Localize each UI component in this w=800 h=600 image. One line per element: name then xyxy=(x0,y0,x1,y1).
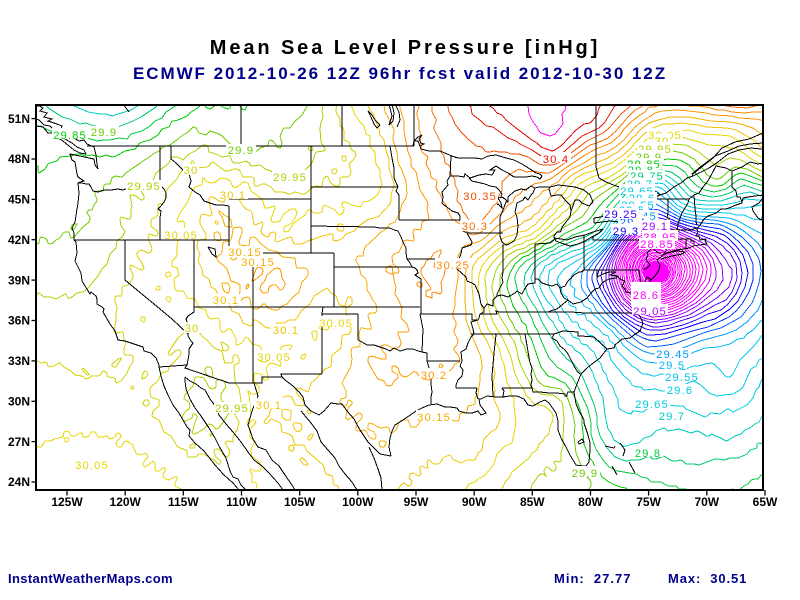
svg-text:36N: 36N xyxy=(8,314,30,328)
svg-text:115W: 115W xyxy=(168,495,199,509)
svg-text:30.15: 30.15 xyxy=(241,257,275,269)
svg-text:30: 30 xyxy=(184,165,199,177)
svg-text:29.9: 29.9 xyxy=(91,127,117,139)
svg-text:85W: 85W xyxy=(520,495,545,509)
svg-text:95W: 95W xyxy=(404,495,429,509)
svg-text:29.85: 29.85 xyxy=(53,130,87,142)
svg-text:29.65: 29.65 xyxy=(635,399,669,411)
svg-text:120W: 120W xyxy=(110,495,142,509)
svg-text:30.05: 30.05 xyxy=(164,230,198,242)
svg-text:30.1: 30.1 xyxy=(256,400,282,412)
svg-text:30.05: 30.05 xyxy=(319,318,353,330)
svg-text:30.25: 30.25 xyxy=(436,260,470,272)
svg-text:110W: 110W xyxy=(226,495,257,509)
svg-text:90W: 90W xyxy=(462,495,487,509)
svg-text:30.4: 30.4 xyxy=(543,154,569,166)
svg-text:51N: 51N xyxy=(8,112,30,126)
svg-text:65W: 65W xyxy=(753,495,778,509)
svg-text:100W: 100W xyxy=(342,495,374,509)
svg-text:30.1: 30.1 xyxy=(273,325,299,337)
svg-text:45N: 45N xyxy=(8,193,30,207)
svg-text:29.05: 29.05 xyxy=(633,306,667,318)
svg-text:29.3: 29.3 xyxy=(613,226,639,238)
svg-text:29.8: 29.8 xyxy=(635,448,661,460)
svg-text:29.55: 29.55 xyxy=(665,372,699,384)
svg-text:80W: 80W xyxy=(578,495,603,509)
svg-text:27N: 27N xyxy=(8,435,30,449)
svg-text:30.1: 30.1 xyxy=(213,295,239,307)
svg-text:29.7: 29.7 xyxy=(659,411,685,423)
svg-text:70W: 70W xyxy=(694,495,719,509)
svg-text:30.05: 30.05 xyxy=(257,352,291,364)
svg-text:29.95: 29.95 xyxy=(127,181,161,193)
svg-text:29.9: 29.9 xyxy=(228,145,254,157)
svg-text:29.6: 29.6 xyxy=(667,385,693,397)
svg-text:29.5: 29.5 xyxy=(659,360,685,372)
svg-text:30.2: 30.2 xyxy=(421,370,447,382)
svg-text:75W: 75W xyxy=(636,495,661,509)
svg-text:29.95: 29.95 xyxy=(273,172,307,184)
svg-text:42N: 42N xyxy=(8,233,30,247)
svg-text:39N: 39N xyxy=(8,273,30,287)
svg-text:29.95: 29.95 xyxy=(215,403,249,415)
svg-text:125W: 125W xyxy=(51,495,83,509)
svg-text:33N: 33N xyxy=(8,354,30,368)
svg-text:105W: 105W xyxy=(284,495,316,509)
svg-text:30.05: 30.05 xyxy=(75,460,109,472)
svg-text:24N: 24N xyxy=(8,475,30,489)
svg-text:29.25: 29.25 xyxy=(604,209,638,221)
svg-text:30: 30 xyxy=(185,323,200,335)
svg-text:29.9: 29.9 xyxy=(572,468,598,480)
svg-text:30.15: 30.15 xyxy=(417,412,451,424)
svg-text:28.6: 28.6 xyxy=(633,290,659,302)
svg-text:28.85: 28.85 xyxy=(640,239,674,251)
svg-text:30.35: 30.35 xyxy=(463,191,497,203)
svg-text:30N: 30N xyxy=(8,395,30,409)
svg-text:30.3: 30.3 xyxy=(462,221,488,233)
svg-text:48N: 48N xyxy=(8,152,30,166)
svg-text:30.1: 30.1 xyxy=(220,190,246,202)
